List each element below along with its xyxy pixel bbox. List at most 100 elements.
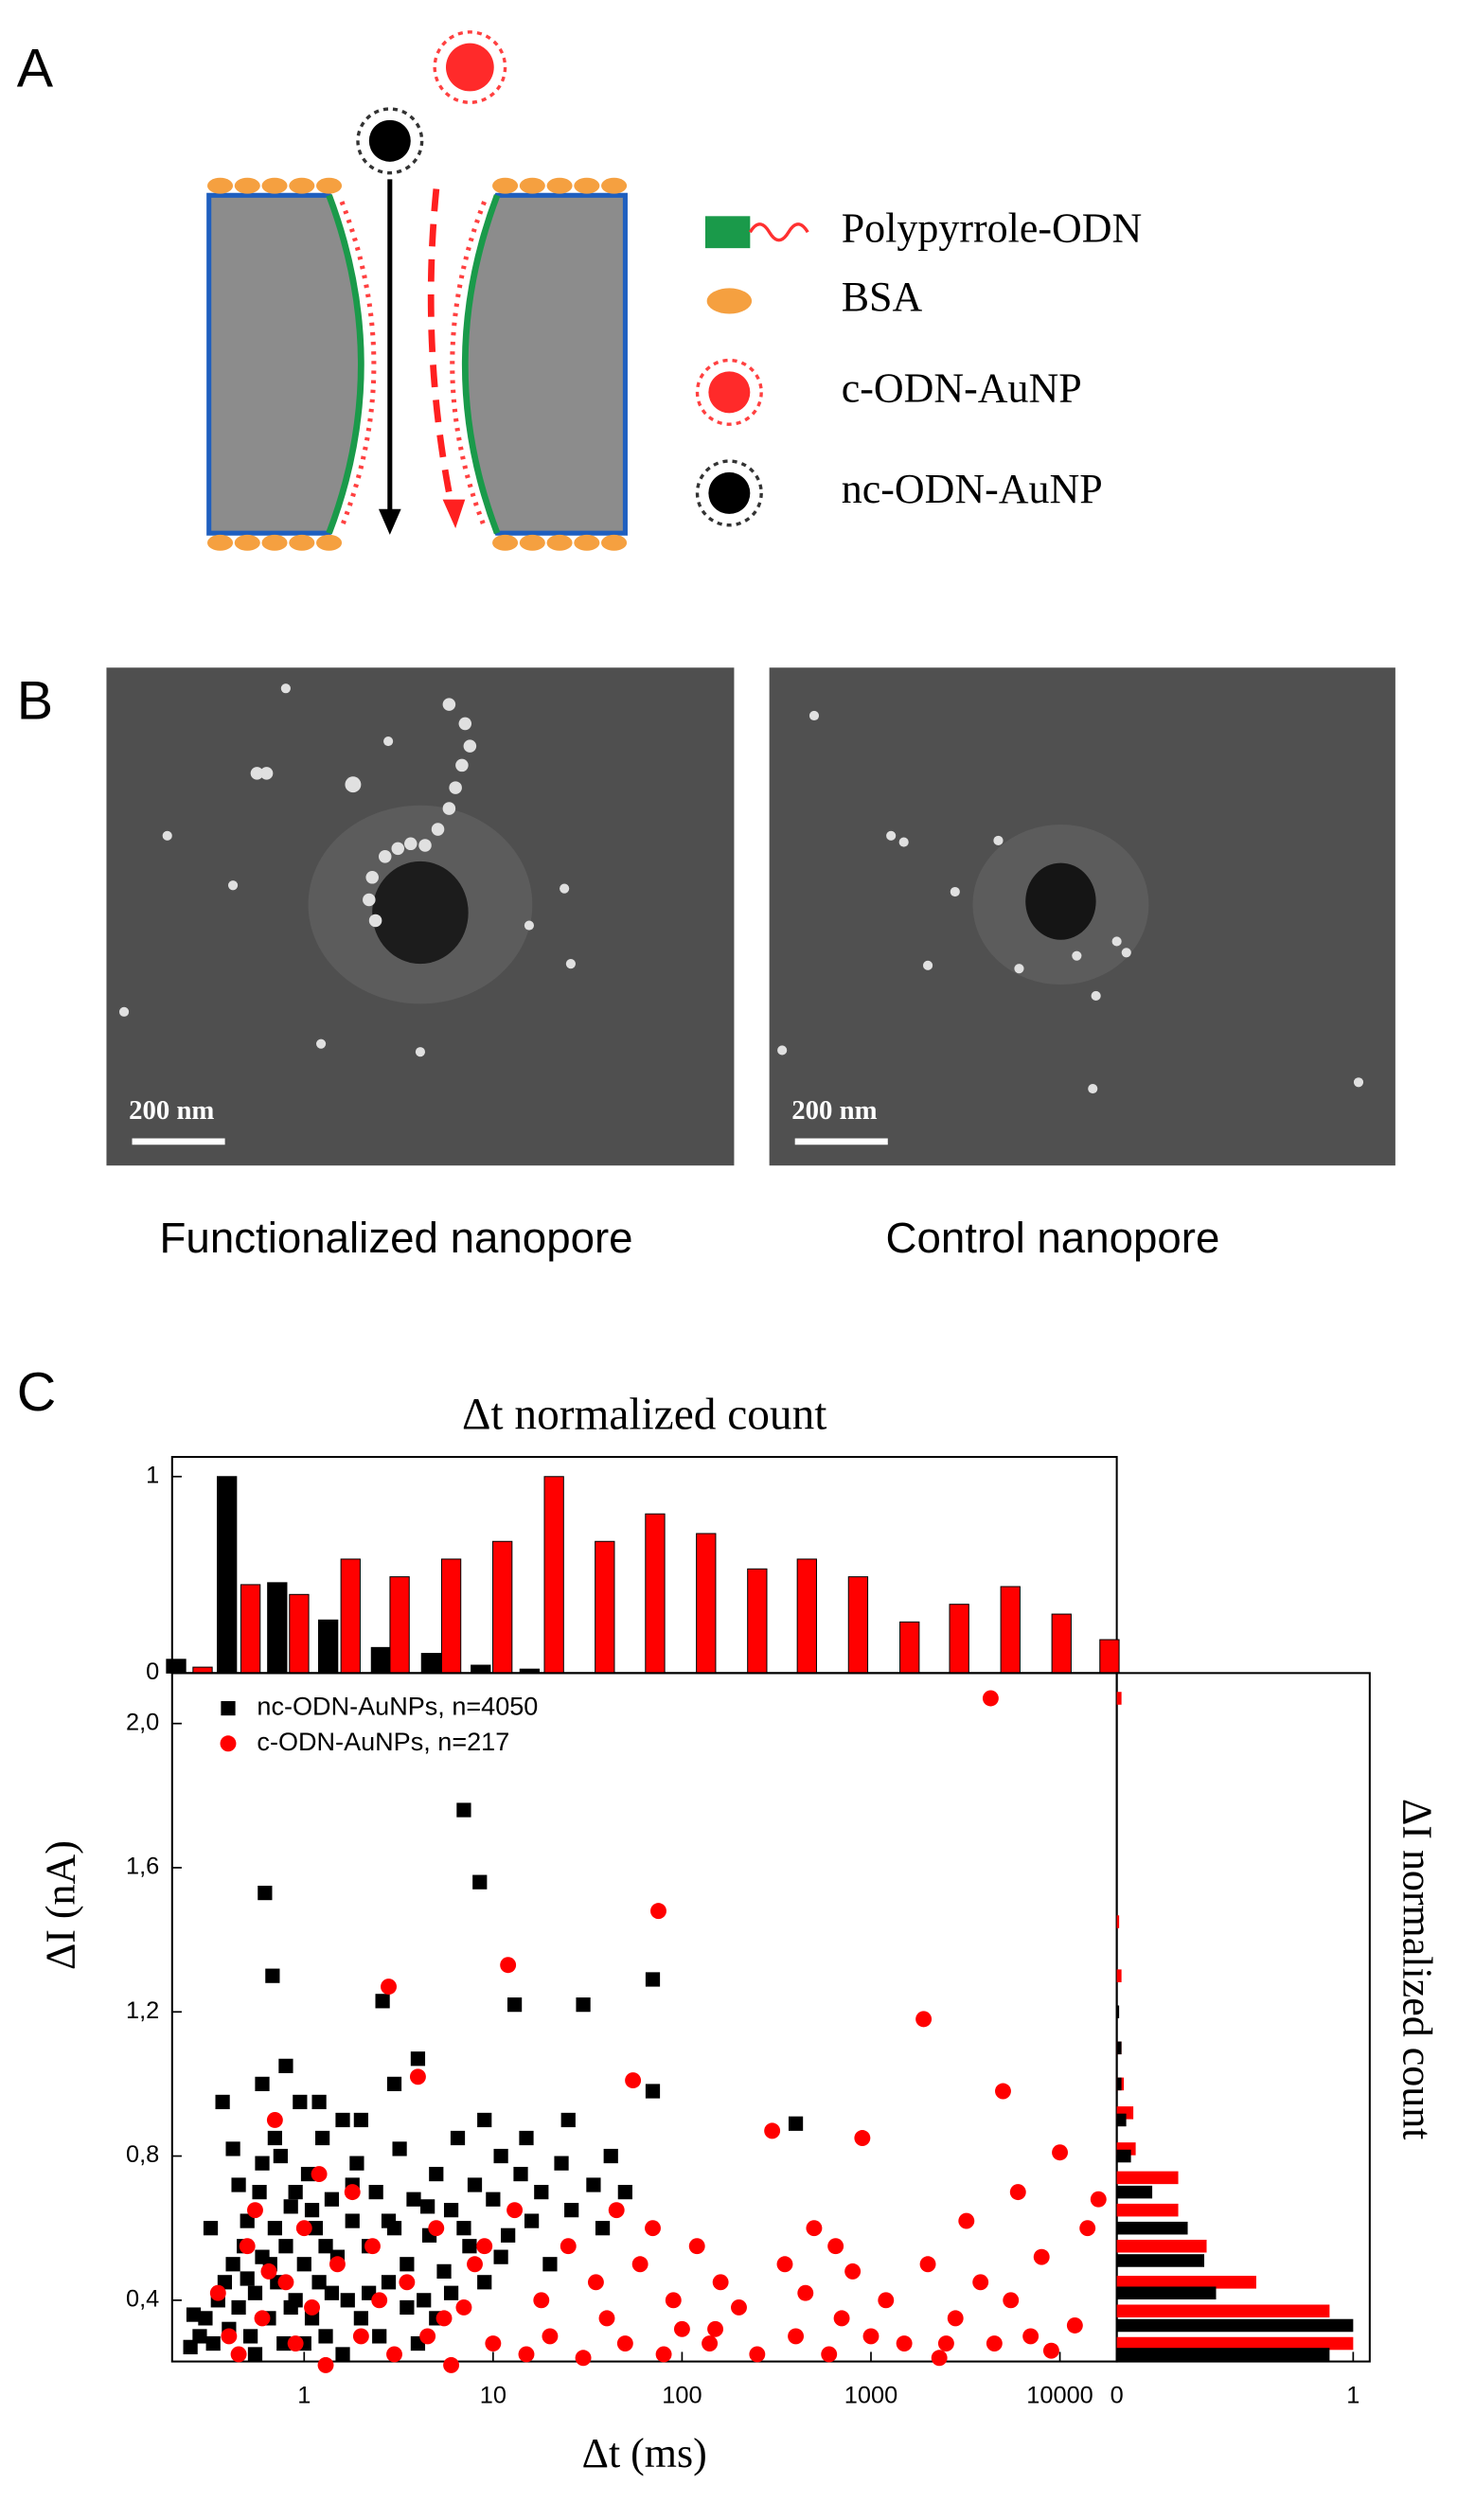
point	[260, 2263, 277, 2280]
point	[386, 2076, 402, 2092]
bar	[370, 1646, 392, 1674]
legend-label: Polypyrrole-ODN	[842, 204, 1143, 251]
point	[345, 2213, 360, 2228]
x-tick-label: 1	[1346, 2382, 1359, 2408]
x-tick-label: 1	[297, 2382, 311, 2408]
bar	[1116, 1915, 1120, 1928]
point	[258, 1885, 273, 1901]
point	[1079, 2220, 1096, 2237]
bar	[543, 1476, 564, 1674]
point	[493, 2148, 508, 2164]
point	[209, 2284, 226, 2301]
y-tick-label: 1,2	[126, 1997, 159, 2024]
point	[295, 2220, 312, 2237]
point	[986, 2335, 1003, 2351]
bar	[796, 1558, 817, 1674]
bar	[1116, 2221, 1188, 2235]
point	[937, 2335, 954, 2351]
bar	[1116, 2171, 1179, 2185]
point	[472, 1874, 488, 1890]
point	[420, 2199, 435, 2214]
panel-label: B	[17, 670, 53, 731]
point	[349, 2156, 364, 2171]
point	[353, 2112, 368, 2128]
point	[255, 2156, 270, 2171]
bar	[747, 1568, 768, 1674]
point	[428, 2220, 445, 2237]
point	[665, 2292, 682, 2309]
point	[304, 2203, 320, 2218]
scale-bar-label: 200 nm	[129, 1095, 214, 1126]
point	[324, 2192, 340, 2207]
point	[231, 2299, 246, 2316]
x-tick-label: 0	[1111, 2382, 1124, 2408]
point	[625, 2072, 642, 2089]
point	[631, 2256, 649, 2273]
point	[586, 2177, 601, 2192]
point	[1042, 2342, 1059, 2359]
point	[1022, 2328, 1039, 2345]
point	[1066, 2317, 1083, 2334]
point	[192, 2329, 207, 2344]
point	[436, 2263, 452, 2279]
panel-label: A	[17, 38, 54, 98]
point	[419, 2328, 436, 2345]
chart-title: Δt normalized count	[462, 1390, 826, 1439]
point	[304, 2311, 320, 2326]
point	[371, 2292, 388, 2309]
legend-marker	[221, 1700, 236, 1716]
bar	[317, 1619, 339, 1674]
point	[821, 2346, 838, 2363]
point	[575, 2350, 592, 2367]
point	[542, 2257, 558, 2272]
point	[364, 2238, 381, 2255]
point	[749, 2346, 766, 2363]
point	[862, 2328, 880, 2345]
bar	[1116, 2041, 1122, 2055]
point	[381, 1979, 397, 1996]
bar	[1116, 2203, 1179, 2217]
point	[311, 2275, 327, 2290]
point	[797, 2284, 814, 2301]
point	[308, 2221, 324, 2236]
bar	[1116, 2185, 1153, 2199]
point	[429, 2166, 444, 2182]
bar	[847, 1576, 869, 1674]
point	[513, 2166, 528, 2182]
point	[524, 2213, 540, 2228]
point	[501, 2227, 516, 2243]
point	[352, 2328, 369, 2345]
point	[417, 2293, 432, 2308]
point	[283, 2299, 298, 2316]
bar	[1099, 1639, 1120, 1674]
x-tick-label: 10000	[1026, 2382, 1093, 2408]
bar	[1051, 1613, 1072, 1674]
point	[329, 2256, 346, 2273]
point	[381, 2213, 397, 2228]
point	[300, 2166, 316, 2182]
bar	[1116, 2113, 1127, 2127]
point	[335, 2112, 350, 2128]
point	[399, 2274, 416, 2291]
point	[296, 2257, 311, 2272]
point	[247, 2202, 263, 2219]
legend-label: c-ODN-AuNPs, n=217	[257, 1728, 509, 1756]
bar	[1000, 1586, 1021, 1674]
legend-label: nc-ODN-AuNPs, n=4050	[257, 1693, 538, 1721]
point	[267, 2221, 282, 2236]
point	[456, 2221, 471, 2236]
y-tick-label: 0	[146, 1659, 159, 1685]
bar	[240, 1584, 261, 1674]
point	[896, 2335, 913, 2351]
y-tick-label: 0,4	[126, 2286, 159, 2313]
point	[273, 2148, 288, 2164]
y-tick-label: 1,6	[126, 1854, 159, 1880]
bar	[389, 1576, 410, 1674]
point	[392, 2141, 407, 2156]
point	[311, 2094, 327, 2110]
nanopore-diagram	[206, 30, 809, 551]
bar	[471, 1664, 491, 1674]
bar	[1116, 2276, 1256, 2289]
point	[435, 2310, 453, 2327]
